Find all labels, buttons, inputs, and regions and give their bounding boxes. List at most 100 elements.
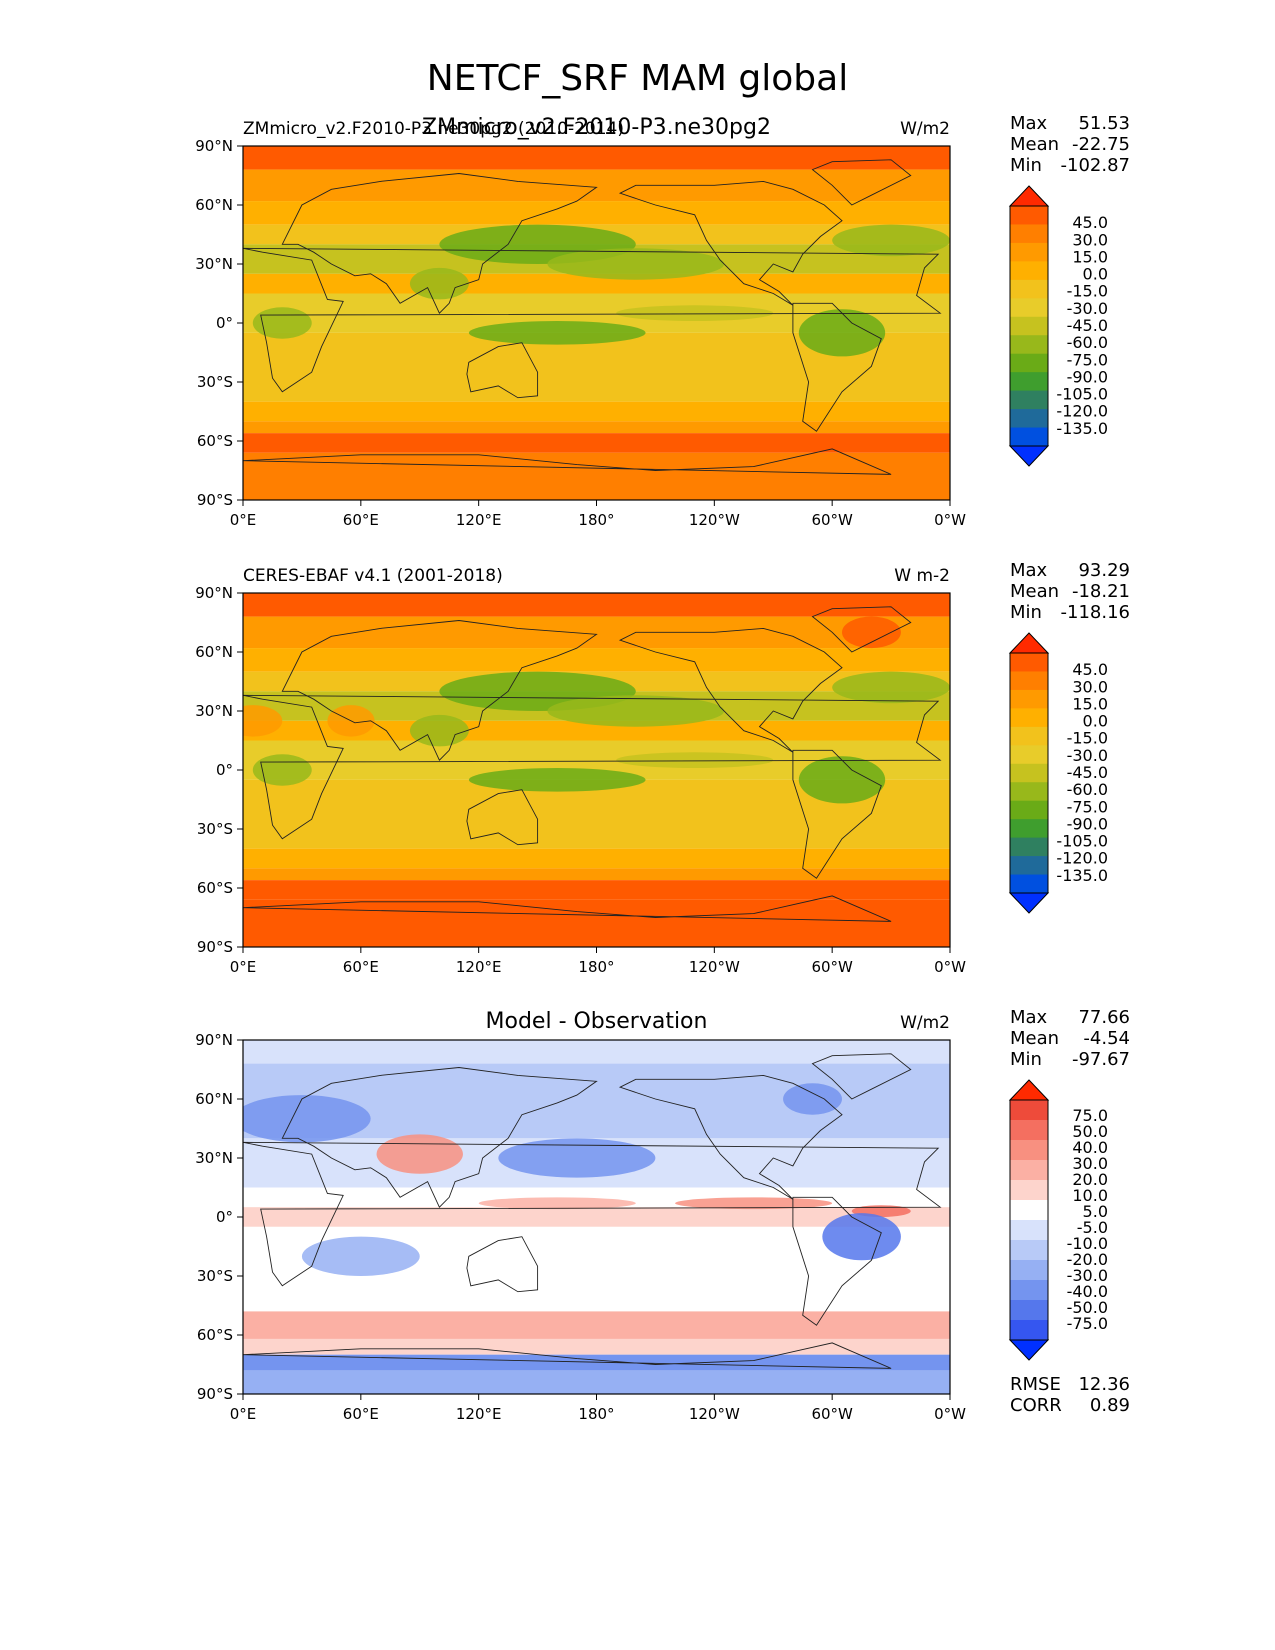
colorbar-swatch bbox=[1010, 1100, 1048, 1121]
x-tick-label: 0°W bbox=[934, 958, 966, 976]
field-patch bbox=[832, 671, 950, 704]
colorbar bbox=[1008, 1079, 1050, 1361]
colorbar-tick-label: 45.0 bbox=[1072, 213, 1108, 232]
colorbar-tick-label: 45.0 bbox=[1072, 660, 1108, 679]
coastline bbox=[281, 173, 598, 314]
coastline bbox=[811, 606, 912, 653]
lat-band bbox=[243, 1311, 950, 1339]
colorbar-tick-label: -40.0 bbox=[1067, 1282, 1108, 1301]
x-tick-label: 120°E bbox=[456, 511, 502, 529]
colorbar-swatch bbox=[1010, 1120, 1048, 1141]
y-tick-label: 60°N bbox=[195, 196, 233, 214]
colorbar-tick-label: -45.0 bbox=[1067, 316, 1108, 335]
y-tick-label: 60°N bbox=[195, 1090, 233, 1108]
x-tick-label: 60°E bbox=[343, 958, 379, 976]
colorbar-swatch bbox=[1010, 427, 1048, 447]
lat-band bbox=[243, 452, 950, 500]
stat-value: -22.75 bbox=[1072, 134, 1130, 155]
stat-label: Max bbox=[1010, 560, 1048, 581]
x-tick-label: 60°W bbox=[811, 511, 853, 529]
colorbar-tick-label: 75.0 bbox=[1072, 1106, 1108, 1125]
colorbar-tick-label: -105.0 bbox=[1056, 832, 1108, 851]
metric-value: 12.36 bbox=[1078, 1374, 1130, 1395]
colorbar-tick-label: -15.0 bbox=[1067, 729, 1108, 748]
field-patch bbox=[547, 248, 725, 280]
colorbar-tick-label: -30.0 bbox=[1067, 299, 1108, 318]
coastline bbox=[618, 627, 843, 753]
panel-left-title: CERES-EBAF v4.1 (2001-2018) bbox=[243, 566, 503, 586]
panel-units: W m-2 bbox=[894, 566, 950, 586]
colorbar-tick-label: 30.0 bbox=[1072, 230, 1108, 249]
field-patch bbox=[478, 1197, 636, 1210]
colorbar-tick-label: -90.0 bbox=[1067, 814, 1108, 833]
field-patch bbox=[468, 768, 646, 792]
x-tick-label: 60°W bbox=[811, 958, 853, 976]
colorbar-extend-max bbox=[1008, 632, 1050, 654]
colorbar-swatch bbox=[1010, 763, 1048, 783]
x-tick-label: 60°W bbox=[811, 1405, 853, 1423]
x-tick-label: 180° bbox=[578, 511, 614, 529]
y-tick-label: 30°N bbox=[195, 702, 233, 720]
field-patch bbox=[783, 1083, 842, 1115]
colorbar-swatch bbox=[1010, 1260, 1048, 1281]
coastline bbox=[243, 694, 942, 840]
colorbar-swatch bbox=[1010, 1320, 1048, 1341]
x-tick-label: 60°E bbox=[343, 511, 379, 529]
colorbar-tick-label: -90.0 bbox=[1067, 367, 1108, 386]
figure-title: NETCF_SRF MAM global bbox=[426, 58, 849, 99]
field-patch bbox=[252, 307, 312, 339]
lat-band bbox=[243, 880, 950, 900]
coastline bbox=[243, 895, 892, 922]
colorbar-tick-label: -135.0 bbox=[1056, 419, 1108, 438]
colorbar-tick-label: -5.0 bbox=[1077, 1218, 1108, 1237]
field-patch bbox=[547, 695, 725, 727]
stat-label: Min bbox=[1010, 602, 1042, 623]
colorbar-tick-label: 15.0 bbox=[1072, 694, 1108, 713]
colorbar-tick-label: -60.0 bbox=[1067, 333, 1108, 352]
coastline bbox=[618, 180, 843, 306]
colorbar-tick-label: 15.0 bbox=[1072, 247, 1108, 266]
colorbar-swatch bbox=[1010, 856, 1048, 876]
colorbar-swatch bbox=[1010, 335, 1048, 355]
x-tick-label: 120°E bbox=[456, 958, 502, 976]
x-tick-label: 180° bbox=[578, 1405, 614, 1423]
map-field bbox=[243, 593, 950, 947]
stat-value: 93.29 bbox=[1078, 560, 1130, 581]
coastline bbox=[243, 448, 892, 475]
field-patch bbox=[841, 616, 901, 649]
colorbar-tick-label: -30.0 bbox=[1067, 746, 1108, 765]
field-patch bbox=[616, 305, 774, 322]
y-tick-label: 0° bbox=[216, 761, 233, 779]
colorbar-swatch bbox=[1010, 1240, 1048, 1261]
colorbar-swatch bbox=[1010, 1180, 1048, 1201]
lat-band bbox=[243, 1295, 950, 1312]
colorbar-tick-label: -20.0 bbox=[1067, 1250, 1108, 1269]
coastline bbox=[281, 1067, 598, 1208]
y-tick-label: 60°S bbox=[197, 879, 233, 897]
metric-label: CORR bbox=[1010, 1395, 1062, 1416]
lat-band bbox=[243, 421, 950, 434]
lat-band bbox=[243, 1207, 950, 1227]
colorbar-swatch bbox=[1010, 1200, 1048, 1221]
lat-band bbox=[243, 1040, 950, 1064]
coastline bbox=[243, 247, 942, 393]
panel-center-title: Model - Observation bbox=[486, 1009, 708, 1034]
y-tick-label: 60°S bbox=[197, 432, 233, 450]
x-tick-label: 0°E bbox=[230, 958, 257, 976]
lat-band bbox=[243, 899, 950, 947]
stat-value: 51.53 bbox=[1078, 113, 1130, 134]
colorbar-swatch bbox=[1010, 708, 1048, 728]
colorbar-tick-label: -15.0 bbox=[1067, 282, 1108, 301]
stat-label: Max bbox=[1010, 1007, 1048, 1028]
lat-band bbox=[243, 1370, 950, 1394]
panel-difference: 0°E 60°E 120°E 180° 120°W 60°W 0°W 90°N 60°N 30°N… bbox=[195, 1007, 1130, 1423]
map-field bbox=[243, 1040, 950, 1394]
x-tick-label: 0°E bbox=[230, 1405, 257, 1423]
stat-label: Min bbox=[1010, 1049, 1042, 1070]
colorbar-swatch bbox=[1010, 261, 1048, 281]
colorbar-tick-label: -105.0 bbox=[1056, 385, 1108, 404]
coastline bbox=[243, 1141, 942, 1287]
stat-label: Max bbox=[1010, 113, 1048, 134]
y-tick-label: 30°N bbox=[195, 1149, 233, 1167]
colorbar-swatch bbox=[1010, 782, 1048, 802]
